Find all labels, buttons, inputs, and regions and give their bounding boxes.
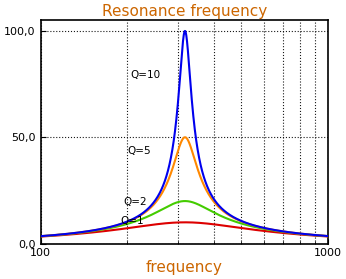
Text: Q=10: Q=10: [130, 70, 160, 80]
Text: Q=5: Q=5: [127, 146, 151, 156]
X-axis label: frequency: frequency: [146, 260, 222, 275]
Text: Q=2: Q=2: [124, 197, 147, 207]
Title: Resonance frequency: Resonance frequency: [102, 4, 267, 19]
Text: Q=1: Q=1: [121, 217, 144, 227]
